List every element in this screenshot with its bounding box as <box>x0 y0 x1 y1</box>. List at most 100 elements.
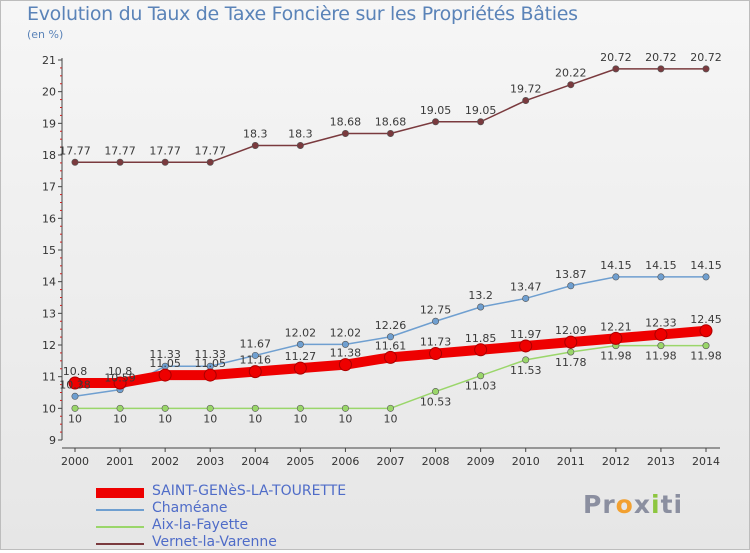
data-label: 17.77 <box>104 144 136 157</box>
data-label: 10.53 <box>420 396 452 409</box>
data-label: 19.72 <box>510 83 542 96</box>
data-point <box>567 282 575 290</box>
y-tick-label: 12 <box>42 339 56 352</box>
data-label: 17.77 <box>194 144 226 157</box>
logo-letter: Pr <box>583 490 616 519</box>
data-label: 19.05 <box>420 104 452 117</box>
data-point <box>296 340 304 348</box>
data-label: 12.21 <box>600 320 632 333</box>
data-point <box>612 65 620 73</box>
data-label: 10 <box>293 412 307 425</box>
data-point <box>203 368 217 382</box>
data-point <box>386 333 394 341</box>
data-label: 17.77 <box>59 144 91 157</box>
data-point <box>702 342 710 350</box>
x-tick-label: 2007 <box>377 455 405 468</box>
data-point <box>206 404 214 412</box>
data-label: 10 <box>68 412 82 425</box>
data-label: 10 <box>113 412 127 425</box>
data-point <box>161 404 169 412</box>
data-point <box>429 347 443 361</box>
data-point <box>432 388 440 396</box>
x-tick-label: 2001 <box>106 455 134 468</box>
data-point <box>68 376 82 390</box>
y-tick-label: 17 <box>42 181 56 194</box>
data-point <box>702 65 710 73</box>
data-label: 10 <box>158 412 172 425</box>
y-tick-label: 16 <box>42 212 56 225</box>
data-label: 11.85 <box>465 332 497 345</box>
data-point <box>158 368 172 382</box>
data-point <box>206 158 214 166</box>
data-point <box>341 340 349 348</box>
y-tick-label: 18 <box>42 149 56 162</box>
data-label: 11.98 <box>600 350 632 363</box>
data-point <box>519 339 533 353</box>
data-label: 11.05 <box>194 357 226 370</box>
data-point <box>161 158 169 166</box>
y-tick-label: 15 <box>42 244 56 257</box>
data-point <box>432 317 440 325</box>
x-tick-label: 2003 <box>196 455 224 468</box>
data-point <box>477 372 485 380</box>
data-label: 18.68 <box>375 115 407 128</box>
x-tick-label: 2005 <box>286 455 314 468</box>
data-label: 12.02 <box>330 326 362 339</box>
data-point <box>654 328 668 342</box>
data-label: 10 <box>203 412 217 425</box>
legend-label: Aix-la-Fayette <box>152 517 249 533</box>
data-label: 10.38 <box>59 378 91 391</box>
x-tick-label: 2008 <box>422 455 450 468</box>
data-point <box>248 365 262 379</box>
data-point <box>657 342 665 350</box>
data-label: 12.26 <box>375 319 407 332</box>
chart-unit-label: (en %) <box>27 28 64 41</box>
data-point <box>477 303 485 311</box>
y-tick-label: 21 <box>42 54 56 67</box>
data-point <box>251 142 259 150</box>
legend-swatch <box>96 543 144 545</box>
data-point <box>338 358 352 372</box>
data-point <box>432 118 440 126</box>
data-label: 18.3 <box>243 128 268 141</box>
data-point <box>116 404 124 412</box>
data-label: 12.09 <box>555 324 587 337</box>
data-label: 11.33 <box>149 348 181 361</box>
legend-swatch <box>96 526 144 528</box>
data-label: 10.59 <box>104 372 136 385</box>
data-point <box>702 273 710 281</box>
data-point <box>657 65 665 73</box>
data-label: 11.33 <box>194 348 226 361</box>
data-label: 12.02 <box>285 326 317 339</box>
data-point <box>251 351 259 359</box>
data-point <box>293 361 307 375</box>
x-tick-label: 2010 <box>512 455 540 468</box>
data-point <box>657 273 665 281</box>
legend-label: SAINT-GENèS-LA-TOURETTE <box>152 483 347 499</box>
data-label: 20.22 <box>555 67 587 80</box>
x-tick-label: 2000 <box>61 455 89 468</box>
data-label: 11.97 <box>510 328 542 341</box>
y-tick-label: 9 <box>49 434 56 447</box>
data-point <box>113 376 127 390</box>
data-label: 11.53 <box>510 364 542 377</box>
data-label: 11.16 <box>240 354 272 367</box>
data-label: 14.15 <box>600 259 632 272</box>
data-label: 11.98 <box>645 350 677 363</box>
x-tick-label: 2012 <box>602 455 630 468</box>
data-point <box>116 158 124 166</box>
legend-swatch <box>96 488 144 498</box>
x-tick-label: 2011 <box>557 455 585 468</box>
data-label: 19.05 <box>465 104 497 117</box>
data-label: 10 <box>338 412 352 425</box>
data-label: 20.72 <box>600 51 632 64</box>
x-tick-label: 2009 <box>467 455 495 468</box>
legend-label: Vernet-la-Varenne <box>152 534 277 550</box>
x-tick-label: 2013 <box>647 455 675 468</box>
data-label: 13.2 <box>468 289 493 302</box>
data-label: 10 <box>384 412 398 425</box>
data-label: 18.68 <box>330 115 362 128</box>
x-tick-label: 2002 <box>151 455 179 468</box>
y-tick-label: 19 <box>42 117 56 130</box>
data-point <box>699 324 713 338</box>
